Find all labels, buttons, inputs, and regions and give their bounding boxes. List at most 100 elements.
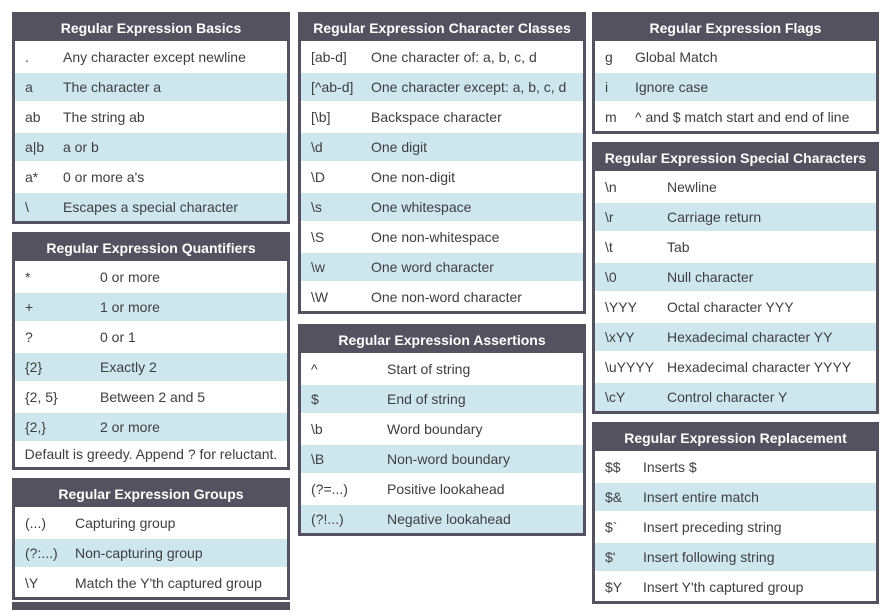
table-row: \S One non-whitespace — [301, 223, 583, 251]
pattern-cell: $$ — [605, 459, 621, 475]
table-body: ^ Start of string $ End of string \b Word bou… — [301, 355, 583, 533]
pattern-cell: m — [605, 109, 617, 125]
description-cell: 0 or more a's — [63, 169, 145, 185]
pattern-cell: \b — [311, 421, 323, 437]
description-cell: Non-capturing group — [75, 545, 203, 561]
description-cell: Backspace character — [371, 109, 502, 125]
description-cell: Octal character YYY — [667, 299, 794, 315]
table-title: Regular Expression Basics — [15, 15, 287, 41]
table-row: \n Newline — [595, 173, 876, 201]
pattern-cell: ^ — [311, 361, 318, 377]
table-row: (...) Capturing group — [15, 509, 287, 537]
table-row: +1 or more — [15, 293, 287, 321]
pattern-cell: $` — [605, 519, 618, 535]
pattern-cell: \YYY — [605, 299, 637, 315]
pattern-cell: \0 — [605, 269, 617, 285]
pattern-cell: a|b — [25, 139, 45, 155]
table-row: {2, 5} Between 2 and 5 — [15, 383, 287, 411]
pattern-cell: [ab-d] — [311, 49, 347, 65]
pattern-cell: a* — [25, 169, 39, 185]
pattern-cell: \W — [311, 289, 329, 305]
pattern-cell: \Y — [25, 575, 39, 591]
table-title: Regular Expression Groups — [15, 481, 287, 507]
description-cell: Insert preceding string — [643, 519, 782, 535]
column-right: Regular Expression Flags g Global Match i I… — [592, 12, 879, 612]
description-cell: Insert entire match — [643, 489, 759, 505]
table-row: m ^ and $ match start and end of line — [595, 103, 876, 131]
table-row: [^ab-d] One character except: a, b, c, d — [301, 73, 583, 101]
pattern-cell: \B — [311, 451, 325, 467]
pattern-cell: (?=...) — [311, 481, 348, 497]
table-row: \uYYYY Hexadecimal character YYYY — [595, 353, 876, 381]
table-title: Regular Expression Replacement — [595, 425, 876, 451]
table-body: . Any character except newline a The charac… — [15, 43, 287, 221]
description-cell: Ignore case — [635, 79, 709, 95]
table-regex-quantifiers: Regular Expression Quantifiers * 0 or mor… — [12, 232, 290, 470]
description-cell: The character a — [63, 79, 162, 95]
table-row: \w One word character — [301, 253, 583, 281]
table-body: (...) Capturing group (?:...) Non-capturing… — [15, 509, 287, 597]
pattern-cell: \ — [25, 199, 29, 215]
table-row: $& Insert entire match — [595, 483, 876, 511]
description-cell: ^ and $ match start and end of line — [635, 109, 850, 125]
table-row: (?:...) Non-capturing group — [15, 539, 287, 567]
table-body: $$ Inserts $ $& Insert entire match $` Insert… — [595, 453, 876, 601]
table-regex-special-characters: Regular Expression Special Characters \n… — [592, 142, 879, 414]
table-row: ab The string ab — [15, 103, 287, 131]
pattern-cell: \S — [311, 229, 325, 245]
table-row: a The character a — [15, 73, 287, 101]
pattern-cell: g — [605, 49, 613, 65]
table-row: \0 Null character — [595, 263, 876, 291]
table-regex-assertions: Regular Expression Assertions ^ Start of … — [298, 324, 586, 536]
table-title: Regular Expression Assertions — [301, 327, 583, 353]
table-row: i Ignore case — [595, 73, 876, 101]
pattern-cell: $ — [311, 391, 319, 407]
table-row: a* 0 or more a's — [15, 163, 287, 191]
table-title: Regular Expression Special Characters — [595, 145, 876, 171]
pattern-cell: {2, 5} — [25, 389, 58, 405]
description-cell: Hexadecimal character YY — [667, 329, 833, 345]
description-cell: One non-digit — [371, 169, 456, 185]
description-cell: 0 or more — [100, 269, 160, 285]
table-regex-groups: Regular Expression Groups (...) Capturing… — [12, 478, 290, 600]
description-cell: Carriage return — [667, 209, 762, 225]
description-cell: Hexadecimal character YYYY — [667, 359, 852, 375]
table-row: \cY Control character Y — [595, 383, 876, 411]
description-cell: One non-whitespace — [371, 229, 500, 245]
pattern-cell: \uYYYY — [605, 359, 655, 375]
column-middle: Regular Expression Character Classes [ab… — [298, 12, 586, 612]
pattern-cell: [\b] — [311, 109, 331, 125]
description-cell: One character of: a, b, c, d — [371, 49, 537, 65]
description-cell: Null character — [667, 269, 754, 285]
description-cell: 2 or more — [100, 419, 160, 435]
table-row: (?!...) Negative lookahead — [301, 505, 583, 533]
table-row: \D One non-digit — [301, 163, 583, 191]
pattern-cell: \D — [311, 169, 325, 185]
description-cell: a or b — [63, 139, 99, 155]
table-row: \W One non-word character — [301, 283, 583, 311]
table-row: \d One digit — [301, 133, 583, 161]
description-cell: 1 or more — [100, 299, 160, 315]
pattern-cell: \s — [311, 199, 322, 215]
table-row: \b Word boundary — [301, 415, 583, 443]
table-title: Regular Expression Quantifiers — [15, 235, 287, 261]
table-row: [ab-d] One character of: a, b, c, d — [301, 43, 583, 71]
description-cell: Inserts $ — [643, 459, 697, 475]
description-cell: One character except: a, b, c, d — [371, 79, 567, 95]
description-cell: Tab — [667, 239, 690, 255]
description-cell: One non-word character — [371, 289, 522, 305]
pattern-cell: i — [605, 79, 609, 95]
table-row: \xYY Hexadecimal character YY — [595, 323, 876, 351]
pattern-cell: . — [25, 49, 29, 65]
description-cell: Insert following string — [643, 549, 775, 565]
table-row: \Y Match the Y'th captured group — [15, 569, 287, 597]
table-row: $` Insert preceding string — [595, 513, 876, 541]
description-cell: Start of string — [387, 361, 471, 377]
pattern-cell: {2,} — [25, 419, 47, 435]
pattern-cell: \cY — [605, 389, 626, 405]
pattern-cell: (?!...) — [311, 511, 344, 527]
description-cell: Between 2 and 5 — [100, 389, 206, 405]
table-row: ^ Start of string — [301, 355, 583, 383]
description-cell: Global Match — [635, 49, 718, 65]
description-cell: Any character except newline — [63, 49, 246, 65]
